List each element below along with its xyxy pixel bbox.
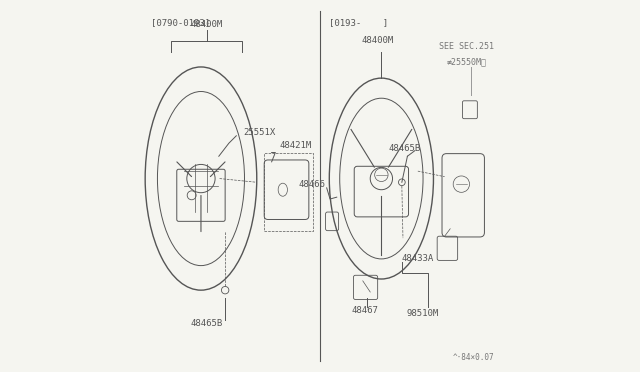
Text: 48465B: 48465B [191,319,223,328]
Text: 48421M: 48421M [279,141,311,150]
Text: 48467: 48467 [351,306,378,315]
Text: 25551X: 25551X [244,128,276,137]
Text: [0193-    ]: [0193- ] [330,18,388,27]
Text: 48400M: 48400M [191,20,223,29]
Text: 48466: 48466 [299,180,326,189]
Text: 48465B: 48465B [389,144,421,153]
Text: [0790-0193]: [0790-0193] [151,18,210,27]
Text: ≢25550M〉: ≢25550M〉 [447,57,487,66]
Text: SEE SEC.251: SEE SEC.251 [440,42,495,51]
Text: ^·84×0.07: ^·84×0.07 [453,353,495,362]
Text: 98510M: 98510M [406,309,438,318]
Text: 48433A: 48433A [402,254,434,263]
Text: 48400M: 48400M [362,36,394,45]
